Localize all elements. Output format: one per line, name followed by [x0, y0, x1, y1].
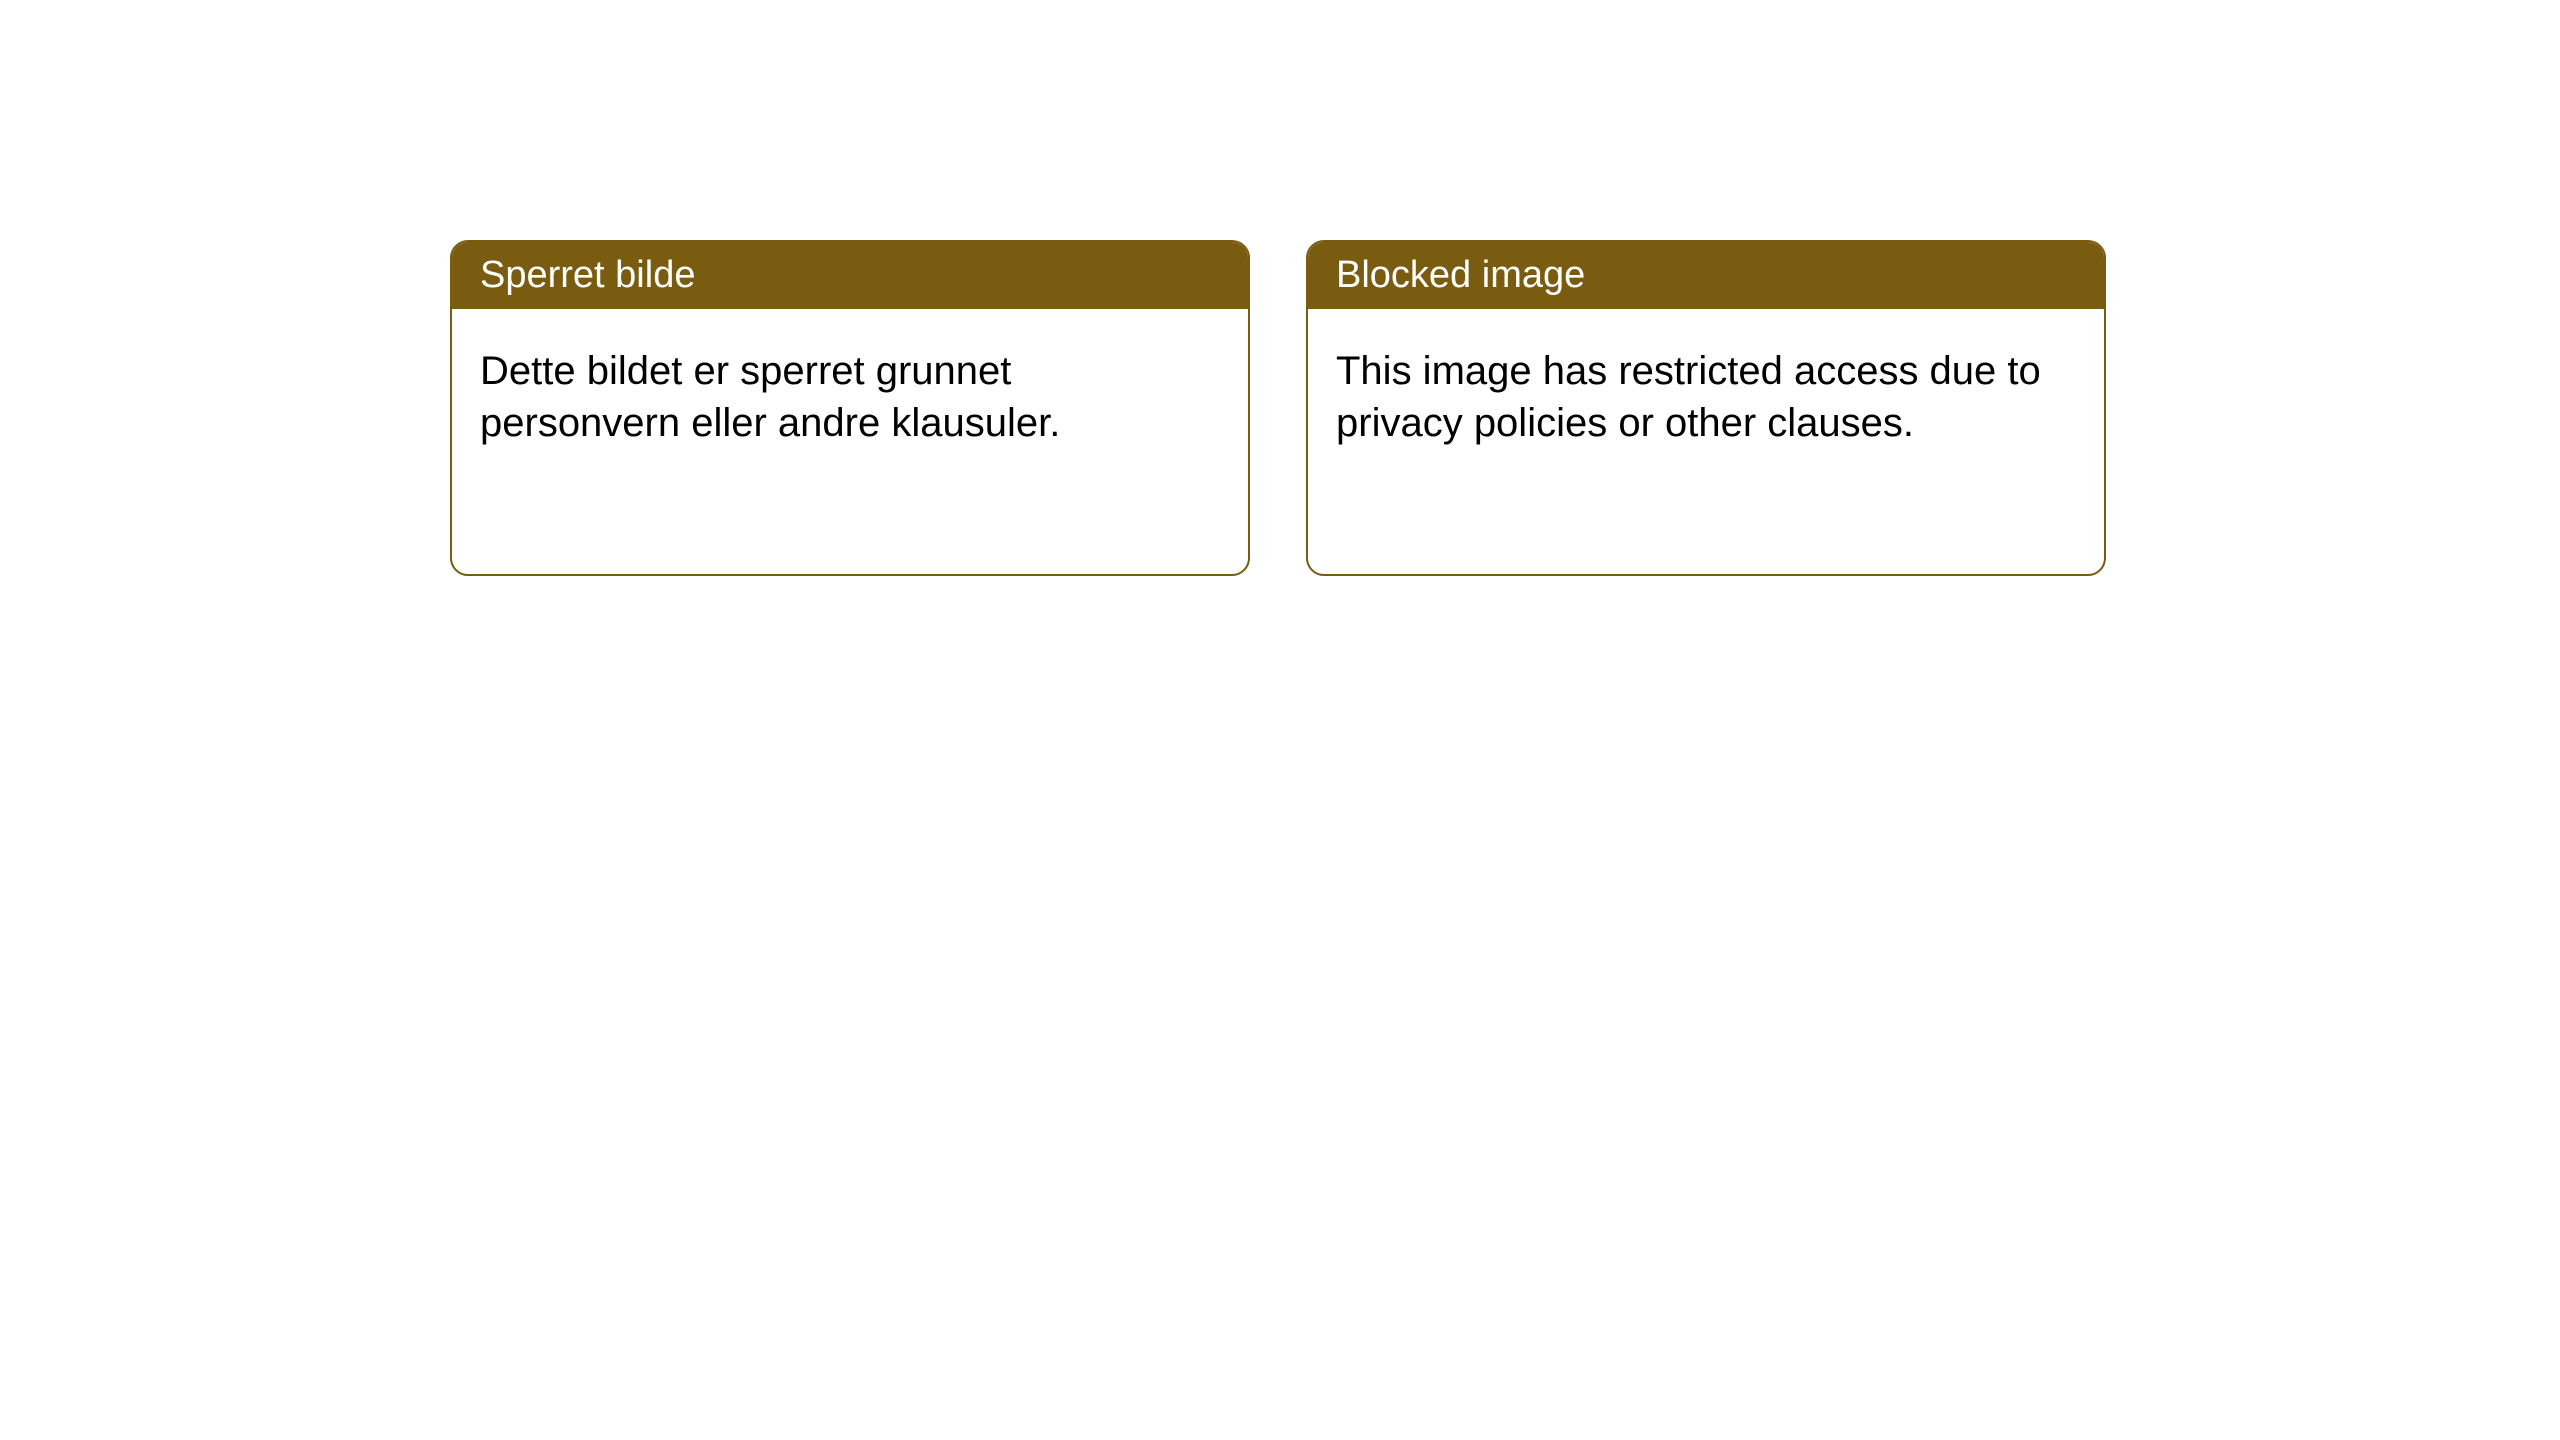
notice-title: Blocked image: [1336, 254, 1585, 296]
notice-container: Sperret bilde Dette bildet er sperret gr…: [0, 0, 2560, 576]
notice-box-english: Blocked image This image has restricted …: [1306, 240, 2106, 576]
notice-body: Dette bildet er sperret grunnet personve…: [452, 309, 1248, 485]
notice-header: Sperret bilde: [452, 242, 1248, 309]
notice-body-text: This image has restricted access due to …: [1336, 349, 2041, 445]
notice-title: Sperret bilde: [480, 254, 695, 296]
notice-header: Blocked image: [1308, 242, 2104, 309]
notice-body: This image has restricted access due to …: [1308, 309, 2104, 485]
notice-body-text: Dette bildet er sperret grunnet personve…: [480, 349, 1060, 445]
notice-box-norwegian: Sperret bilde Dette bildet er sperret gr…: [450, 240, 1250, 576]
